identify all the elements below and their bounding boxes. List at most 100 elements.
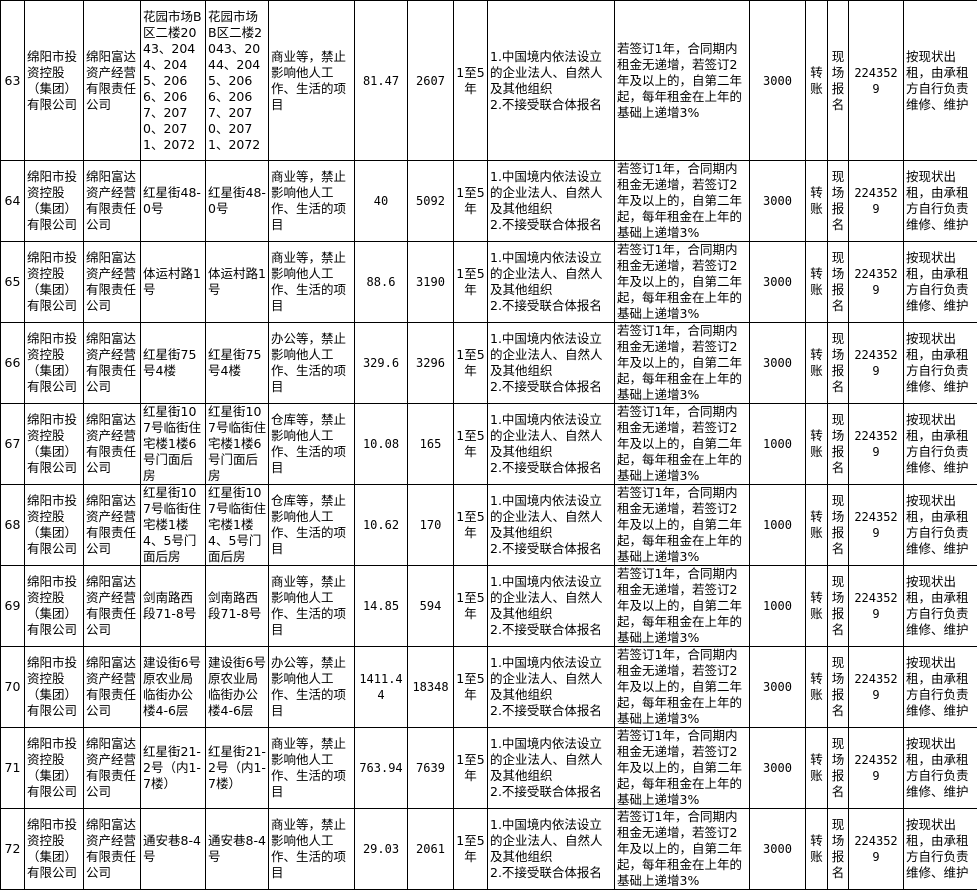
lease-term-cell: 1至5年 [454,728,488,809]
owner-cell: 绵阳市投资控股（集团）有限公司 [25,728,84,809]
location-cell: 红星街48-0号 [141,161,206,242]
payment-method-cell: 转账 [806,485,828,566]
company-cell: 绵阳富达资产经营有限责任公司 [84,323,141,404]
location-cell: 红星街21-2号（内1-7楼） [141,728,206,809]
lease-term-cell: 1至5年 [454,161,488,242]
signup-method-cell: 现场报名 [828,161,849,242]
lease-term-cell: 1至5年 [454,566,488,647]
company-cell: 绵阳富达资产经营有限责任公司 [84,242,141,323]
notes-cell: 按现状出租，由承租方自行负责维修、维护 [904,485,977,566]
rent-cell: 594 [408,566,454,647]
signup-method-cell: 现场报名 [828,647,849,728]
rent-increment-cell: 若签订1年，合同期内租金无递增，若签订2年及以上的，自第二年起，每年租金在上年的… [615,1,750,161]
rent-increment-cell: 若签订1年，合同期内租金无递增，若签订2年及以上的，自第二年起，每年租金在上年的… [615,647,750,728]
row-number-cell: 63 [1,1,25,161]
area-cell: 81.47 [355,1,408,161]
payment-method-cell: 转账 [806,809,828,890]
owner-cell: 绵阳市投资控股（集团）有限公司 [25,809,84,890]
signup-method-cell: 现场报名 [828,242,849,323]
rent-increment-cell: 若签订1年，合同期内租金无递增，若签订2年及以上的，自第二年起，每年租金在上年的… [615,161,750,242]
phone-cell: 2243529 [849,323,904,404]
usage-cell: 商业等，禁止影响他人工作、生活的项目 [269,728,355,809]
rent-cell: 3296 [408,323,454,404]
company-cell: 绵阳富达资产经营有限责任公司 [84,404,141,485]
notes-cell: 按现状出租，由承租方自行负责维修、维护 [904,404,977,485]
signup-method-cell: 现场报名 [828,566,849,647]
row-number-cell: 64 [1,161,25,242]
rent-increment-cell: 若签订1年，合同期内租金无递增，若签订2年及以上的，自第二年起，每年租金在上年的… [615,242,750,323]
notes-cell: 按现状出租，由承租方自行负责维修、维护 [904,161,977,242]
company-cell: 绵阳富达资产经营有限责任公司 [84,647,141,728]
location-detail-cell: 红星街75号4楼 [206,323,269,404]
usage-cell: 商业等，禁止影响他人工作、生活的项目 [269,161,355,242]
rent-cell: 2607 [408,1,454,161]
deposit-cell: 3000 [750,161,806,242]
location-detail-cell: 剑南路西段71-8号 [206,566,269,647]
deposit-cell: 3000 [750,323,806,404]
payment-method-cell: 转账 [806,1,828,161]
rent-increment-cell: 若签订1年，合同期内租金无递增，若签订2年及以上的，自第二年起，每年租金在上年的… [615,485,750,566]
location-detail-cell: 花园市场B区二楼2043、2044、2045、2066、2067、2070、20… [206,1,269,161]
notes-cell: 按现状出租，由承租方自行负责维修、维护 [904,809,977,890]
usage-cell: 商业等，禁止影响他人工作、生活的项目 [269,566,355,647]
location-cell: 体运村路1号 [141,242,206,323]
company-cell: 绵阳富达资产经营有限责任公司 [84,809,141,890]
location-cell: 剑南路西段71-8号 [141,566,206,647]
location-detail-cell: 通安巷8-4号 [206,809,269,890]
owner-cell: 绵阳市投资控股（集团）有限公司 [25,404,84,485]
owner-cell: 绵阳市投资控股（集团）有限公司 [25,485,84,566]
location-cell: 红星街75号4楼 [141,323,206,404]
deposit-cell: 3000 [750,728,806,809]
lease-term-cell: 1至5年 [454,404,488,485]
rent-increment-cell: 若签订1年，合同期内租金无递增，若签订2年及以上的，自第二年起，每年租金在上年的… [615,809,750,890]
location-detail-cell: 体运村路1号 [206,242,269,323]
rent-increment-cell: 若签订1年，合同期内租金无递增，若签订2年及以上的，自第二年起，每年租金在上年的… [615,566,750,647]
phone-cell: 2243529 [849,485,904,566]
payment-method-cell: 转账 [806,242,828,323]
row-number-cell: 72 [1,809,25,890]
notes-cell: 按现状出租，由承租方自行负责维修、维护 [904,1,977,161]
deposit-cell: 1000 [750,485,806,566]
owner-cell: 绵阳市投资控股（集团）有限公司 [25,1,84,161]
company-cell: 绵阳富达资产经营有限责任公司 [84,728,141,809]
payment-method-cell: 转账 [806,323,828,404]
location-detail-cell: 红星街21-2号（内1-7楼） [206,728,269,809]
area-cell: 329.6 [355,323,408,404]
usage-cell: 商业等，禁止影响他人工作、生活的项目 [269,809,355,890]
owner-cell: 绵阳市投资控股（集团）有限公司 [25,242,84,323]
area-cell: 14.85 [355,566,408,647]
rent-cell: 170 [408,485,454,566]
rent-cell: 2061 [408,809,454,890]
lease-term-cell: 1至5年 [454,1,488,161]
row-number-cell: 71 [1,728,25,809]
signup-method-cell: 现场报名 [828,728,849,809]
requirements-cell: 1.中国境内依法设立的企业法人、自然人及其他组织 2.不接受联合体报名 [488,242,615,323]
deposit-cell: 3000 [750,647,806,728]
notes-cell: 按现状出租，由承租方自行负责维修、维护 [904,728,977,809]
signup-method-cell: 现场报名 [828,323,849,404]
usage-cell: 商业等，禁止影响他人工作、生活的项目 [269,242,355,323]
rent-cell: 3190 [408,242,454,323]
area-cell: 88.6 [355,242,408,323]
payment-method-cell: 转账 [806,647,828,728]
deposit-cell: 1000 [750,404,806,485]
company-cell: 绵阳富达资产经营有限责任公司 [84,1,141,161]
owner-cell: 绵阳市投资控股（集团）有限公司 [25,161,84,242]
owner-cell: 绵阳市投资控股（集团）有限公司 [25,323,84,404]
usage-cell: 仓库等，禁止影响他人工作、生活的项目 [269,404,355,485]
location-cell: 建设街6号原农业局临街办公楼4-6层 [141,647,206,728]
requirements-cell: 1.中国境内依法设立的企业法人、自然人及其他组织 2.不接受联合体报名 [488,323,615,404]
row-number-cell: 67 [1,404,25,485]
company-cell: 绵阳富达资产经营有限责任公司 [84,485,141,566]
payment-method-cell: 转账 [806,161,828,242]
deposit-cell: 3000 [750,242,806,323]
area-cell: 10.08 [355,404,408,485]
notes-cell: 按现状出租，由承租方自行负责维修、维护 [904,647,977,728]
